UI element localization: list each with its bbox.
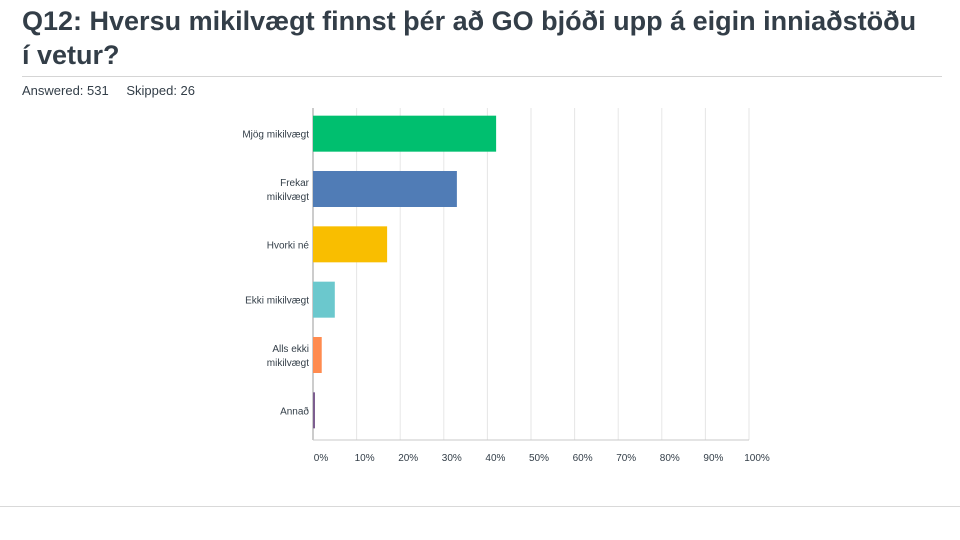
- x-tick-label: 30%: [442, 453, 462, 464]
- x-tick-label: 90%: [703, 453, 723, 464]
- title-divider: [22, 76, 942, 77]
- category-label: Annað: [280, 405, 309, 417]
- question-title: Q12: Hversu mikilvægt finnst þér að GO b…: [22, 6, 917, 70]
- x-tick-label: 80%: [660, 453, 680, 464]
- category-label: Mjög mikilvægt: [242, 130, 309, 141]
- x-tick-label: 0%: [314, 453, 329, 464]
- footer-divider: [0, 506, 960, 507]
- bar: [313, 226, 388, 263]
- x-tick-label: 70%: [616, 453, 636, 464]
- x-tick-label: 100%: [744, 453, 770, 464]
- bar: [313, 281, 335, 318]
- x-tick-label: 10%: [355, 453, 375, 464]
- gridlines: [312, 108, 750, 441]
- x-tick-label: 60%: [573, 453, 593, 464]
- category-label: Frekar: [280, 178, 310, 189]
- x-axis-ticks: 0% 10% 20% 30% 40% 50% 60% 70% 80% 90% 100%: [314, 453, 770, 464]
- category-label: mikilvægt: [267, 192, 309, 203]
- x-tick-label: 40%: [485, 453, 505, 464]
- answered-count: Answered: 531: [22, 83, 109, 98]
- category-label: Ekki mikilvægt: [245, 296, 309, 307]
- category-label: mikilvægt: [267, 358, 309, 369]
- category-label: Alls ekki: [272, 344, 309, 355]
- category-labels: Mjög mikilvægt Frekar mikilvægt Hvorki né Ek…: [242, 130, 309, 418]
- bar: [313, 337, 322, 373]
- response-stats: Answered: 531 Skipped: 26: [22, 83, 209, 98]
- bar: [313, 115, 497, 152]
- category-label: Hvorki né: [267, 240, 310, 251]
- bar: [313, 392, 315, 429]
- x-tick-label: 20%: [398, 453, 418, 464]
- x-tick-label: 50%: [529, 453, 549, 464]
- bars: [313, 115, 497, 429]
- skipped-count: Skipped: 26: [126, 83, 196, 98]
- bar: [313, 171, 457, 207]
